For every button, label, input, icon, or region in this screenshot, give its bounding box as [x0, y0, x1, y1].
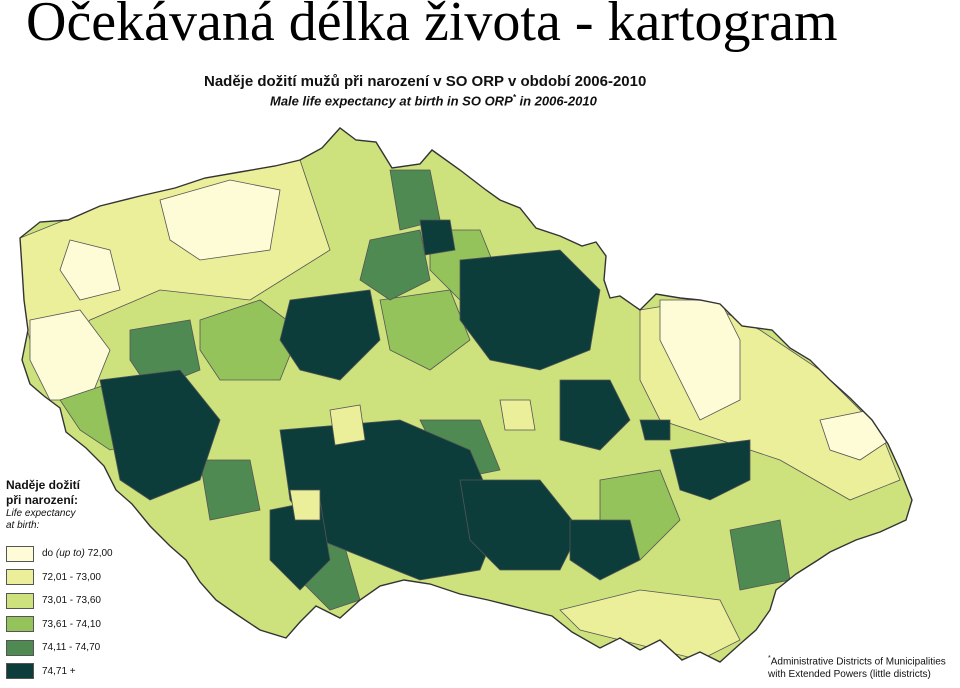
legend-swatch: [6, 616, 34, 633]
legend-title-english-line2: at birth:: [6, 520, 40, 531]
legend-title-english: Life expectancy at birth:: [6, 508, 156, 532]
legend-label: 74,11 - 74,70: [42, 642, 101, 654]
legend-title-czech-line2: při narození:: [6, 493, 79, 507]
footnote-line1-text: Administrative Districts of Municipaliti…: [770, 656, 946, 668]
footnote-mark: *: [512, 93, 516, 102]
district-regions: [20, 128, 912, 662]
legend-title-english-line1: Life expectancy: [6, 508, 76, 519]
footnote-line1: *Administrative Districts of Municipalit…: [768, 652, 946, 668]
legend-label: do (up to) 72,00: [42, 548, 113, 559]
legend-swatch: [6, 663, 34, 680]
legend-label-value: 72,00: [84, 548, 113, 560]
map-title-english-suffix: in 2006-2010: [515, 93, 597, 109]
footnote-mark: *: [768, 655, 771, 662]
legend-swatch: [6, 639, 34, 656]
legend-label: 72,01 - 73,00: [42, 571, 101, 583]
slide-title: Očekávaná délka života - kartogram: [26, 0, 838, 53]
legend-item: 74,71 +: [6, 660, 156, 684]
legend-item: 72,01 - 73,00: [6, 566, 156, 590]
footnote: *Administrative Districts of Municipalit…: [768, 652, 946, 681]
legend-label-italic: (up to): [55, 548, 85, 560]
legend-item: 73,61 - 74,10: [6, 613, 156, 637]
legend-title-czech: Naděje dožití při narození:: [6, 478, 156, 508]
legend-label-prefix: do: [42, 548, 56, 560]
legend-label: 73,61 - 74,10: [42, 618, 101, 630]
legend-title-czech-line1: Naděje dožití: [6, 478, 81, 492]
map-title-czech: Naděje dožití mužů při narození v SO ORP…: [204, 73, 647, 90]
map-title-english: Male life expectancy at birth in SO ORP*…: [270, 93, 597, 108]
map-title-english-text: Male life expectancy at birth in SO ORP: [270, 93, 513, 109]
legend-item: 73,01 - 73,60: [6, 589, 156, 613]
legend: Naděje dožití při narození: Life expecta…: [6, 478, 156, 683]
footnote-line2: with Extended Powers (little districts): [768, 669, 931, 681]
legend-label: 74,71 +: [42, 665, 76, 677]
country-outline: [19, 127, 913, 663]
legend-swatch: [6, 545, 34, 562]
legend-item: 74,11 - 74,70: [6, 636, 156, 660]
legend-swatch: [6, 592, 34, 609]
legend-label: 73,01 - 73,60: [42, 595, 101, 607]
legend-swatch: [6, 569, 34, 586]
legend-item: do (up to) 72,00: [6, 542, 156, 566]
